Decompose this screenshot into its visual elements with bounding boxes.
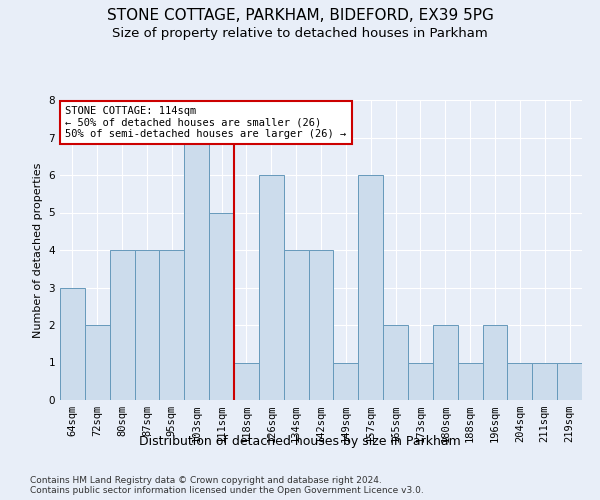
Bar [134, 250, 160, 400]
Bar [110, 250, 134, 400]
Bar [557, 362, 582, 400]
Bar [308, 250, 334, 400]
Bar [209, 212, 234, 400]
Text: STONE COTTAGE: 114sqm
← 50% of detached houses are smaller (26)
50% of semi-deta: STONE COTTAGE: 114sqm ← 50% of detached … [65, 106, 346, 139]
Bar [184, 138, 209, 400]
Bar [482, 325, 508, 400]
Bar [284, 250, 308, 400]
Bar [259, 175, 284, 400]
Bar [383, 325, 408, 400]
Bar [60, 288, 85, 400]
Bar [433, 325, 458, 400]
Text: Contains HM Land Registry data © Crown copyright and database right 2024.
Contai: Contains HM Land Registry data © Crown c… [30, 476, 424, 495]
Text: STONE COTTAGE, PARKHAM, BIDEFORD, EX39 5PG: STONE COTTAGE, PARKHAM, BIDEFORD, EX39 5… [107, 8, 493, 22]
Bar [408, 362, 433, 400]
Text: Size of property relative to detached houses in Parkham: Size of property relative to detached ho… [112, 28, 488, 40]
Bar [358, 175, 383, 400]
Text: Distribution of detached houses by size in Parkham: Distribution of detached houses by size … [139, 435, 461, 448]
Bar [334, 362, 358, 400]
Bar [458, 362, 482, 400]
Bar [234, 362, 259, 400]
Bar [532, 362, 557, 400]
Bar [85, 325, 110, 400]
Bar [508, 362, 532, 400]
Bar [160, 250, 184, 400]
Y-axis label: Number of detached properties: Number of detached properties [33, 162, 43, 338]
